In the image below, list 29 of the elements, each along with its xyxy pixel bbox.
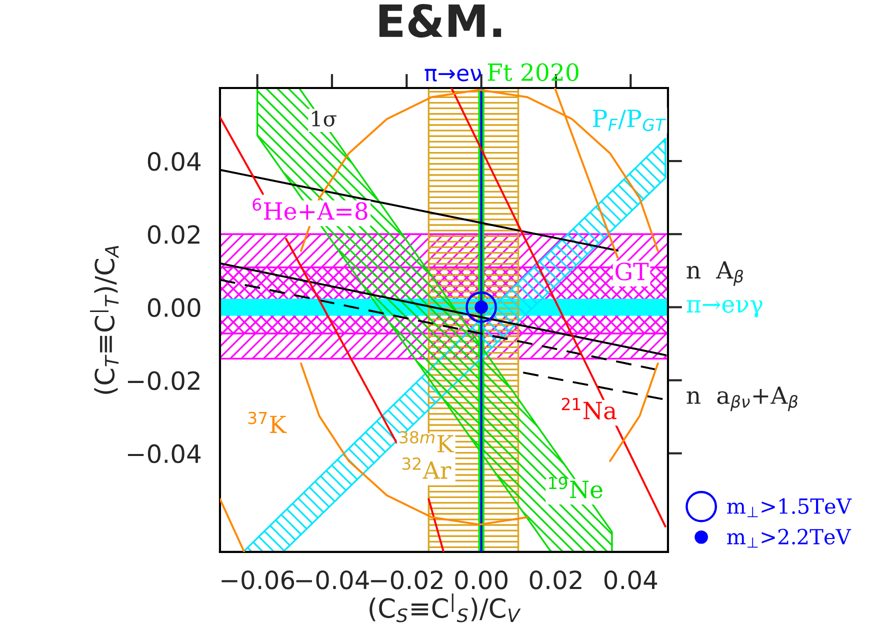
legend-label: m$_{⊥}$>2.2TeV: [727, 528, 852, 548]
series-label: $^{21}$Na: [562, 398, 616, 420]
x-tick-label: 0.02: [530, 570, 582, 590]
x-tick-label: −0.04: [296, 570, 369, 590]
legend-label: m$_{⊥}$>1.5TeV: [727, 498, 852, 518]
chart-title: E&M.: [379, 4, 502, 38]
text: n a$_{βν}$+A$_{β}$: [686, 386, 798, 412]
band-label: $^{38m}$K $^{32}$Ar: [400, 430, 454, 479]
y-axis-title: (C$_{T}$≡C$^{|}$$_{T}$)/C$_{A}$: [90, 246, 119, 394]
legend-label: P$_{F}$/P$_{GT}$: [593, 110, 666, 132]
text: $^{37}$K: [248, 412, 287, 434]
x-tick-label: −0.02: [370, 570, 442, 590]
x-tick-label: 0.04: [604, 570, 658, 590]
y-tick-label: 0.04: [148, 152, 201, 171]
y-tick-label: −0.04: [128, 444, 201, 464]
y-tick-label: 0.02: [148, 225, 200, 244]
band-label: GT: [616, 262, 649, 280]
y-tick-label: −0.02: [128, 371, 200, 390]
band-label: $^{6}$He+A=8: [252, 198, 368, 220]
legend-label: $^{19}$Ne: [549, 476, 602, 498]
annotation: 1σ: [312, 110, 336, 127]
x-axis-title: (C$_{S}$≡C$^{|}$$_{S}$)/C$_{V}$: [370, 593, 521, 622]
ref-line-label: π→eν: [424, 68, 482, 82]
text: n A$_{β}$: [686, 261, 743, 286]
band-label: Ft 2020: [488, 63, 578, 82]
y-tick-label: 0.00: [148, 298, 200, 318]
x-tick-label: −0.06: [222, 570, 294, 590]
x-tick-label: 0.00: [455, 570, 508, 590]
band-label: π→eνγ: [686, 300, 762, 318]
